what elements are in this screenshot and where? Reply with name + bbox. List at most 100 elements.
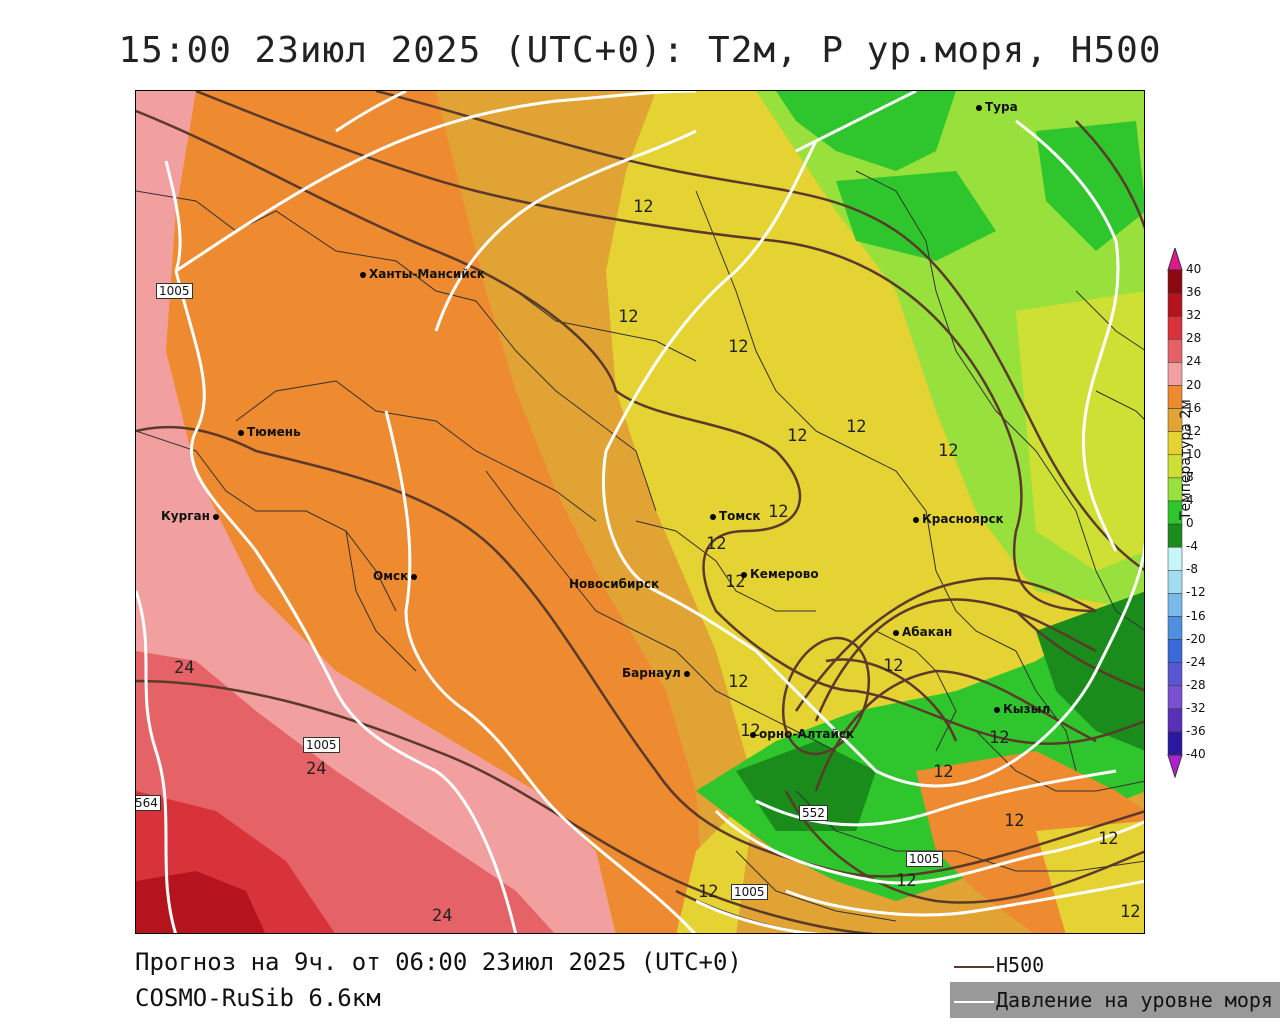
city-label: Кызыл [1003, 702, 1051, 716]
city-barnaul[interactable]: Барнаул [622, 666, 693, 680]
colorbar-tick-label: 0 [1186, 516, 1194, 531]
pressure-lines [136, 91, 1144, 933]
colorbar-min-arrow [1167, 754, 1183, 778]
isoline-label: 24 [174, 658, 195, 678]
colorbar-tick-label: -8 [1186, 562, 1198, 577]
city-label: Тура [985, 100, 1018, 114]
colorbar-swatch [1167, 339, 1183, 363]
city-krasnoyarsk[interactable]: Красноярск [913, 512, 1004, 526]
isoline-label: 12 [728, 672, 749, 692]
colorbar-tick-label: -36 [1186, 724, 1206, 738]
city-dot-icon [994, 706, 1000, 713]
isoline-label: 12 [1120, 902, 1141, 922]
city-tura[interactable]: Тура [976, 100, 1018, 114]
city-kurgan[interactable]: Курган [161, 509, 222, 523]
city-dot-icon [238, 429, 244, 436]
city-khanty-mansiysk[interactable]: Ханты-Мансийск [360, 267, 485, 281]
isoline-label: 12 [883, 656, 904, 676]
h500-line-swatch [954, 965, 994, 968]
city-dot-icon [976, 104, 982, 111]
forecast-map[interactable]: 12 12 12 12 12 12 12 12 12 12 12 12 12 1… [135, 90, 1145, 934]
colorbar-tick-label: -32 [1186, 700, 1206, 715]
city-kyzyl[interactable]: Кызыл [994, 702, 1050, 716]
colorbar-title: Температура 2м [1178, 399, 1194, 520]
city-tomsk[interactable]: Томск [710, 509, 761, 523]
h500-label: 564 [136, 795, 161, 811]
colorbar-tick-label: 10 [1186, 446, 1202, 461]
city-label: Абакан [902, 625, 953, 639]
city-gorno-altaysk[interactable]: орно-Алтайск [750, 727, 854, 741]
map-title: 15:00 23июл 2025 (UTC+0): T2м, P ур.моря… [118, 30, 1162, 71]
colorbar-tick-label: 40 [1186, 262, 1202, 276]
colorbar-swatch [1167, 315, 1183, 340]
pressure-label: 1005 [303, 737, 340, 753]
colorbar-tick-label: -12 [1186, 585, 1206, 600]
city-dot-icon [683, 670, 690, 677]
temp-field-green-north [776, 91, 956, 171]
city-label: Тюмень [247, 425, 301, 439]
colorbar-max-arrow [1167, 248, 1183, 271]
colorbar-tick-label: 12 [1186, 423, 1202, 438]
city-dot-icon [893, 629, 899, 636]
colorbar-tick-label: 32 [1186, 308, 1202, 323]
legend-h500: H500 [954, 953, 1044, 977]
city-dot-icon [360, 271, 366, 278]
colorbar-swatch [1167, 639, 1183, 663]
colorbar-swatch [1167, 292, 1183, 317]
city-novosibirsk[interactable]: Новосибирск [569, 577, 659, 591]
city-label: Ханты-Мансийск [369, 267, 485, 281]
colorbar-swatch [1167, 616, 1183, 640]
colorbar-tick-label: 28 [1186, 331, 1202, 346]
city-dot-icon [913, 516, 919, 523]
city-dot-icon [750, 731, 756, 738]
city-omsk[interactable]: Омск [373, 569, 420, 583]
colorbar-tick-label: -24 [1186, 654, 1206, 669]
pressure-label: 1005 [156, 283, 193, 299]
isoline-label: 24 [306, 759, 327, 779]
isoline-label: 12 [1098, 829, 1119, 849]
isoline-label: 12 [728, 337, 749, 357]
isoline-label: 12 [896, 871, 917, 891]
colorbar-tick-label: 36 [1186, 285, 1202, 300]
city-dot-icon [212, 513, 219, 520]
legend-pressure-label: Давление на уровне моря [996, 988, 1273, 1012]
city-label: Томск [719, 509, 761, 523]
colorbar-swatch [1167, 269, 1183, 294]
colorbar-swatch [1167, 731, 1183, 756]
isoline-label: 12 [989, 728, 1010, 748]
colorbar-tick-label: -40 [1186, 747, 1206, 762]
colorbar-tick-label: 24 [1186, 354, 1202, 369]
model-info: COSMO-RuSib 6.6км [135, 984, 381, 1012]
city-dot-icon [411, 573, 418, 580]
colorbar-swatch [1167, 662, 1183, 687]
temp-field-orange [166, 91, 706, 933]
city-label: Омск [373, 569, 409, 583]
colorbar-swatch [1167, 708, 1183, 733]
city-dot-icon [710, 513, 716, 520]
city-tyumen[interactable]: Тюмень [238, 425, 301, 439]
pressure-line-swatch [954, 1000, 994, 1003]
temp-field-lime [1016, 291, 1144, 571]
temp-field-green-north3 [1036, 121, 1144, 251]
city-label: Красноярск [922, 512, 1004, 526]
city-label: Кемерово [750, 567, 819, 581]
city-kemerovo[interactable]: Кемерово [741, 567, 819, 581]
colorbar-tick-label: -16 [1186, 608, 1206, 623]
city-label: Новосибирск [569, 577, 660, 591]
colorbar-swatch [1167, 570, 1183, 594]
colorbar-tick-label: -4 [1186, 539, 1198, 554]
temperature-colorbar [1167, 248, 1183, 778]
colorbar-swatch [1167, 546, 1183, 571]
colorbar-tick-label: 16 [1186, 400, 1202, 415]
city-abakan[interactable]: Абакан [893, 625, 952, 639]
pressure-label: 1005 [731, 884, 768, 900]
city-label: орно-Алтайск [759, 727, 855, 741]
city-dot-icon [741, 571, 747, 578]
isoline-label: 12 [846, 417, 867, 437]
legend-pressure: Давление на уровне моря [950, 982, 1280, 1018]
h500-lines [136, 91, 1144, 933]
isoline-label: 12 [933, 762, 954, 782]
isoline-label: 12 [725, 572, 746, 592]
colorbar-tick-label: 20 [1186, 377, 1202, 392]
colorbar-swatch [1167, 593, 1183, 617]
